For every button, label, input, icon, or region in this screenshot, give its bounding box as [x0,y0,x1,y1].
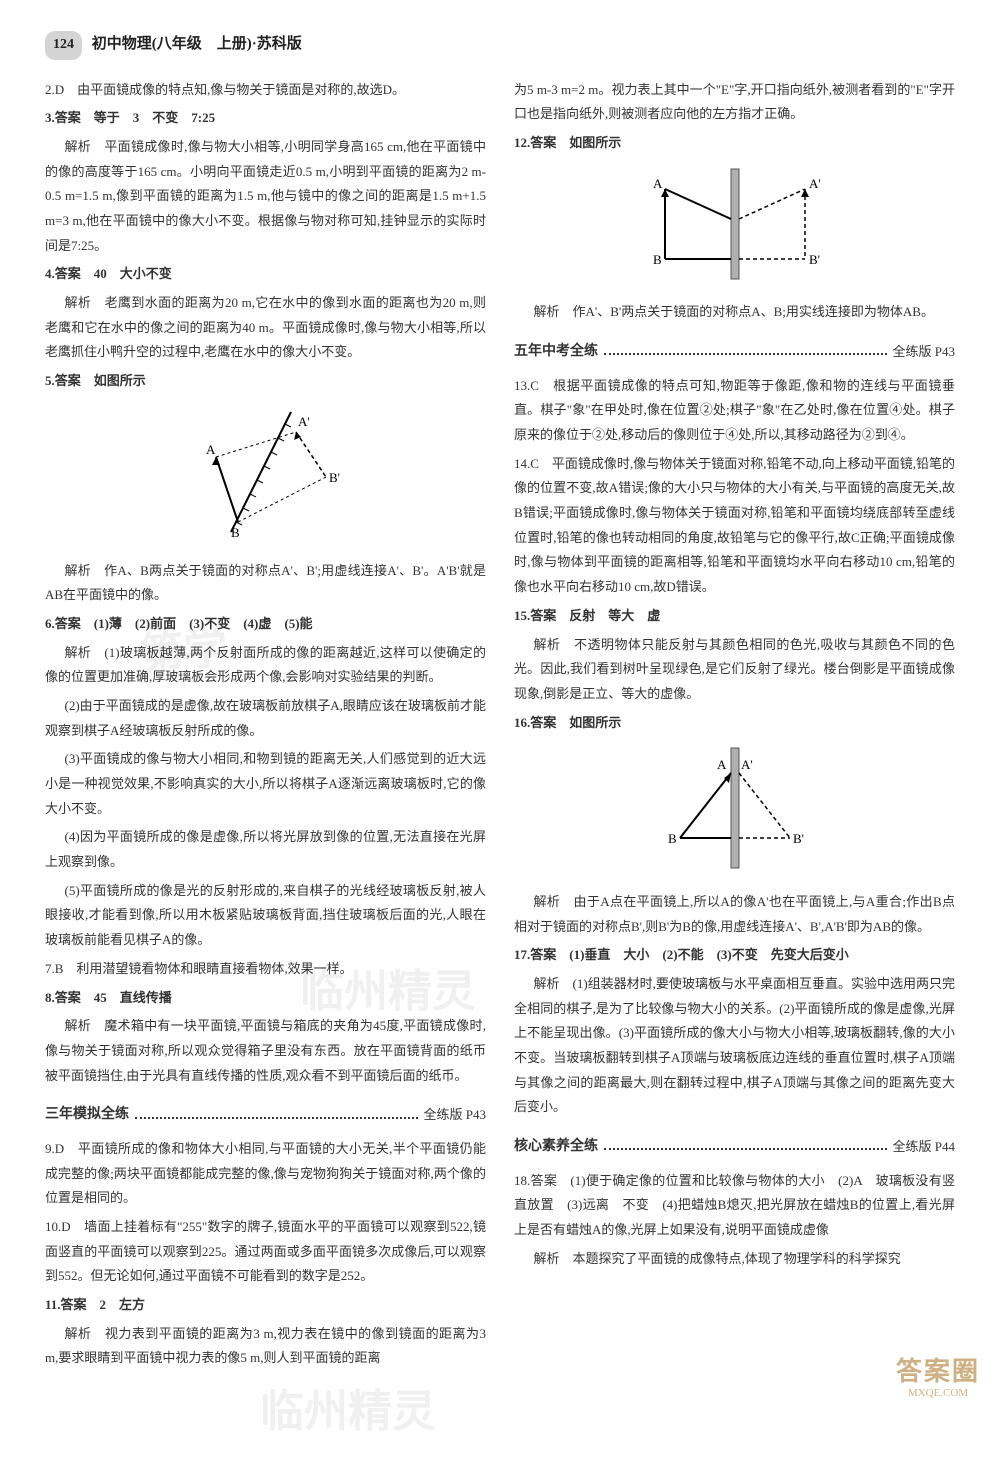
section-dots [604,1144,887,1150]
explain-8: 解析 魔术箱中有一块平面镜,平面镜与箱底的夹角为45度,平面镜成像时,像与物关于… [45,1014,486,1088]
mirror-diagram-icon: A A' B B' [176,402,356,542]
answer-6: 6.答案 (1)薄 (2)前面 (3)不变 (4)虚 (5)能 [45,612,486,637]
svg-text:B: B [231,525,240,540]
watermark: 临州精灵 [260,1370,436,1454]
mirror-diagram-icon: A A' B B' [635,743,835,873]
answer-12: 12.答案 如图所示 [514,131,955,156]
svg-text:B': B' [793,831,804,846]
svg-text:B: B [653,252,662,267]
explain-4: 解析 老鹰到水面的距离为20 m,它在水中的像到水面的距离也为20 m,则老鹰和… [45,291,486,365]
mirror-diagram-icon: A A' B B' [625,164,845,284]
explain-3: 解析 平面镜成像时,像与物大小相等,小明同学身高165 cm,他在平面镜中的像的… [45,135,486,258]
section-title: 核心素养全练 [514,1134,598,1161]
page-number: 124 [45,31,82,60]
explain-11-cont: 为5 m-3 m=2 m。视力表上其中一个"E"字,开口指向纸外,被测者看到的"… [514,78,955,127]
answer-14: 14.C 平面镜成像时,像与物体关于镜面对称,铅笔不动,向上移动平面镜,铅笔的像… [514,452,955,600]
svg-text:A': A' [298,414,310,429]
logo-url: MXQE.COM [896,1387,980,1400]
section-dots [135,1113,418,1119]
answer-17: 17.答案 (1)垂直 大小 (2)不能 (3)不变 先变大后变小 [514,943,955,968]
explain-6-3: (3)平面镜成的像与物大小相同,和物到镜的距离无关,人们感觉到的近大远小是一种视… [45,747,486,821]
section-title: 五年中考全练 [514,339,598,366]
explain-18: 解析 本题探究了平面镜的成像特点,体现了物理学科的科学探究 [514,1247,955,1272]
svg-text:B: B [668,831,677,846]
figure-12: A A' B B' [514,164,955,293]
answer-3: 3.答案 等于 3 不变 7:25 [45,106,486,131]
right-column: 为5 m-3 m=2 m。视力表上其中一个"E"字,开口指向纸外,被测者看到的"… [514,78,955,1375]
explain-15: 解析 不透明物体只能反射与其颜色相同的色光,吸收与其颜色不同的色光。因此,我们看… [514,633,955,707]
section-ref: 全练版 P43 [893,340,955,365]
page-title: 初中物理(八年级 上册)·苏科版 [92,36,302,52]
explain-17: 解析 (1)组装器材时,要使玻璃板与水平桌面相互垂直。实验中选用两只完全相同的棋… [514,972,955,1120]
section-dots [604,349,887,355]
page-header: 124 初中物理(八年级 上册)·苏科版 [45,30,955,60]
svg-text:A: A [717,757,727,772]
explain-6-1: 解析 (1)玻璃板越薄,两个反射面所成的像的距离越近,这样可以使确定的像的位置更… [45,641,486,690]
svg-text:A': A' [741,757,753,772]
answer-9: 9.D 平面镜所成的像和物体大小相同,与平面镜的大小无关,半个平面镜仍能成完整的… [45,1137,486,1211]
answer-2: 2.D 由平面镜成像的特点知,像与物关于镜面是对称的,故选D。 [45,78,486,103]
figure-16: A A' B B' [514,743,955,882]
svg-text:A: A [653,176,663,191]
corner-logo: 答案圈 MXQE.COM [896,1356,980,1400]
explain-11: 解析 视力表到平面镜的距离为3 m,视力表在镜中的像到镜面的距离为3 m,要求眼… [45,1322,486,1371]
answer-11: 11.答案 2 左方 [45,1293,486,1318]
section-title: 三年模拟全练 [45,1102,129,1129]
explain-6-2: (2)由于平面镜成的是虚像,故在玻璃板前放棋子A,眼睛应该在玻璃板前才能观察到棋… [45,694,486,743]
section-core: 核心素养全练 全练版 P44 [514,1134,955,1161]
answer-13: 13.C 根据平面镜成像的特点可知,物距等于像距,像和物的连线与平面镜垂直。棋子… [514,374,955,448]
section-3year: 三年模拟全练 全练版 P43 [45,1102,486,1129]
answer-5: 5.答案 如图所示 [45,369,486,394]
answer-16: 16.答案 如图所示 [514,711,955,736]
answer-8: 8.答案 45 直线传播 [45,986,486,1011]
svg-text:A': A' [809,176,821,191]
logo-text: 答案圈 [896,1356,980,1387]
content-columns: 2.D 由平面镜成像的特点知,像与物关于镜面是对称的,故选D。 3.答案 等于 … [45,78,955,1375]
answer-18: 18.答案 (1)便于确定像的位置和比较像与物体的大小 (2)A 玻璃板没有竖直… [514,1169,955,1243]
explain-12: 解析 作A'、B'两点关于镜面的对称点A、B;用实线连接即为物体AB。 [514,300,955,325]
answer-4: 4.答案 40 大小不变 [45,262,486,287]
section-5year: 五年中考全练 全练版 P43 [514,339,955,366]
figure-5: A A' B B' [45,402,486,551]
svg-text:B': B' [329,470,340,485]
section-ref: 全练版 P44 [893,1135,955,1160]
explain-6-5: (5)平面镜所成的像是光的反射形成的,来自棋子的光线经玻璃板反射,被人眼接收,才… [45,879,486,953]
section-ref: 全练版 P43 [424,1103,486,1128]
answer-10: 10.D 墙面上挂着标有"255"数字的牌子,镜面水平的平面镜可以观察到522,… [45,1215,486,1289]
svg-text:B': B' [809,252,820,267]
explain-5: 解析 作A、B两点关于镜面的对称点A'、B';用虚线连接A'、B'。A'B'就是… [45,559,486,608]
explain-6-4: (4)因为平面镜所成的像是虚像,所以将光屏放到像的位置,无法直接在光屏上观察到像… [45,825,486,874]
explain-16: 解析 由于A点在平面镜上,所以A的像A'也在平面镜上,与A重合;作出B点相对于镜… [514,890,955,939]
svg-text:A: A [206,442,216,457]
answer-15: 15.答案 反射 等大 虚 [514,604,955,629]
answer-7: 7.B 利用潜望镜看物体和眼睛直接看物体,效果一样。 [45,957,486,982]
left-column: 2.D 由平面镜成像的特点知,像与物关于镜面是对称的,故选D。 3.答案 等于 … [45,78,486,1375]
